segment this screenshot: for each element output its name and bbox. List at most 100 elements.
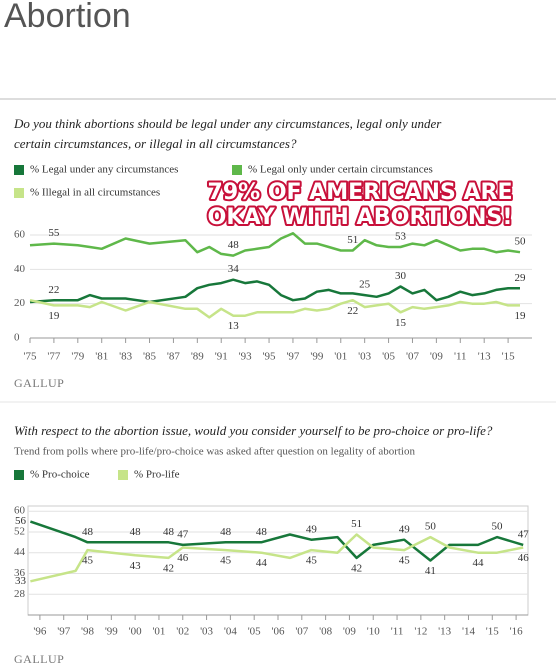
x-tick-label: '02	[176, 626, 189, 638]
x-tick-label: '83	[119, 351, 132, 363]
x-tick-label: '85	[143, 351, 156, 363]
legend-label: % Legal under any circumstances	[30, 164, 178, 176]
series-line	[29, 232, 521, 257]
data-label: 33	[15, 575, 27, 587]
x-tick-label: '11	[391, 626, 404, 638]
x-tick-label: '89	[191, 351, 204, 363]
x-tick-label: '10	[367, 626, 380, 638]
data-label: 19	[515, 310, 527, 322]
data-label: 45	[82, 555, 94, 567]
question: With respect to the abortion issue, woul…	[14, 423, 493, 438]
data-label: 48	[130, 526, 142, 538]
subtitle: Trend from polls where pro-life/pro-choi…	[14, 446, 415, 458]
y-tick-label: 60	[14, 505, 26, 517]
x-tick-label: '15	[486, 626, 499, 638]
data-label: 19	[48, 310, 60, 322]
x-tick-label: '16	[510, 626, 523, 638]
x-tick-label: '13	[438, 626, 451, 638]
data-label: 50	[515, 236, 527, 248]
data-label: 22	[48, 284, 59, 296]
x-tick-label: '95	[263, 351, 276, 363]
series-line	[29, 520, 524, 562]
y-tick-label: 0	[14, 332, 20, 344]
data-label: 50	[425, 521, 437, 533]
data-label: 48	[163, 526, 175, 538]
series-line	[30, 533, 524, 583]
x-tick-label: '14	[462, 626, 475, 638]
x-tick-label: '09	[430, 351, 443, 363]
x-tick-label: '09	[343, 626, 356, 638]
legend-swatch	[118, 470, 128, 480]
series-line	[29, 278, 520, 304]
x-tick-label: '03	[358, 351, 371, 363]
y-tick-label: 20	[14, 297, 26, 309]
data-label: 41	[425, 565, 436, 577]
x-tick-label: '03	[200, 626, 213, 638]
source: GALLUP	[14, 652, 64, 666]
data-label: 13	[228, 320, 240, 332]
page-title: Abortion	[4, 0, 131, 35]
data-label: 46	[518, 552, 530, 564]
x-tick-label: '96	[33, 626, 46, 638]
x-tick-label: '97	[286, 351, 299, 363]
x-tick-label: '99	[105, 626, 118, 638]
legend-label: % Pro-life	[134, 469, 180, 481]
data-label: 30	[395, 270, 407, 282]
x-tick-label: '91	[215, 351, 228, 363]
x-tick-label: '04	[224, 626, 237, 638]
y-tick-label: 52	[14, 525, 25, 537]
y-tick-label: 36	[14, 567, 26, 579]
x-tick-label: '08	[319, 626, 332, 638]
y-tick-label: 60	[14, 229, 26, 241]
data-label: 48	[256, 526, 268, 538]
legend-label: % Illegal in all circumstances	[30, 187, 160, 199]
x-tick-label: '77	[47, 351, 60, 363]
data-label: 47	[518, 528, 530, 540]
x-tick-label: '06	[272, 626, 285, 638]
data-label: 43	[130, 560, 142, 572]
x-tick-label: '75	[24, 351, 37, 363]
data-label: 55	[48, 227, 60, 239]
data-label: 42	[163, 562, 174, 574]
data-label: 49	[306, 523, 318, 535]
source: GALLUP	[14, 376, 64, 390]
data-label: 51	[347, 234, 358, 246]
x-tick-label: '07	[295, 626, 308, 638]
x-tick-label: '87	[167, 351, 180, 363]
data-label: 49	[399, 523, 411, 535]
legend-swatch	[14, 470, 24, 480]
x-tick-label: '81	[95, 351, 108, 363]
data-label: 25	[359, 279, 371, 291]
x-tick-label: '01	[334, 351, 347, 363]
x-tick-label: '07	[406, 351, 419, 363]
annotation: OKAY WITH ABORTIONS!	[208, 205, 513, 230]
x-tick-label: '01	[152, 626, 165, 638]
x-tick-label: '00	[129, 626, 142, 638]
data-label: 47	[177, 528, 189, 540]
annotation: 79% OF AMERICANS ARE	[208, 180, 513, 205]
legend-swatch	[14, 165, 24, 175]
question: Do you think abortions should be legal u…	[13, 116, 442, 131]
data-label: 44	[256, 557, 268, 569]
data-label: 56	[15, 515, 27, 527]
data-label: 22	[347, 305, 358, 317]
x-tick-label: '79	[71, 351, 84, 363]
y-tick-label: 40	[14, 263, 26, 275]
data-label: 42	[351, 562, 362, 574]
data-label: 45	[399, 555, 411, 567]
legend-swatch	[14, 188, 24, 198]
data-label: 45	[220, 555, 232, 567]
data-label: 51	[351, 518, 362, 530]
x-tick-label: '05	[382, 351, 395, 363]
y-tick-label: 28	[14, 588, 26, 600]
data-label: 44	[473, 557, 485, 569]
x-tick-label: '98	[81, 626, 94, 638]
data-label: 15	[395, 317, 407, 329]
data-label: 45	[306, 555, 318, 567]
x-tick-label: '05	[248, 626, 261, 638]
y-tick-label: 44	[14, 546, 26, 558]
x-tick-label: '13	[478, 351, 491, 363]
data-label: 48	[220, 526, 232, 538]
data-label: 48	[228, 239, 240, 251]
